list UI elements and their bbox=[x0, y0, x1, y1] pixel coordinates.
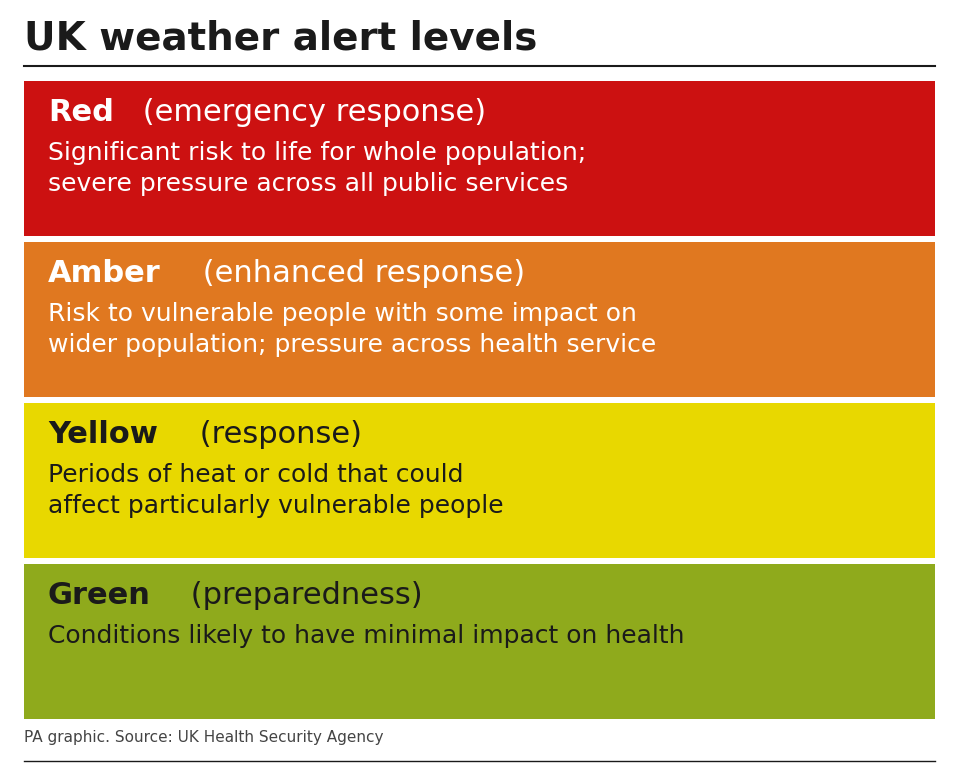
Text: PA graphic. Source: UK Health Security Agency: PA graphic. Source: UK Health Security A… bbox=[24, 730, 384, 745]
Text: Yellow: Yellow bbox=[48, 421, 158, 449]
Text: Red: Red bbox=[48, 98, 114, 128]
FancyBboxPatch shape bbox=[24, 564, 935, 719]
Text: (emergency response): (emergency response) bbox=[133, 98, 486, 128]
FancyBboxPatch shape bbox=[24, 242, 935, 397]
Text: Amber: Amber bbox=[48, 259, 161, 288]
Text: (enhanced response): (enhanced response) bbox=[194, 259, 526, 288]
FancyBboxPatch shape bbox=[24, 81, 935, 236]
Text: Green: Green bbox=[48, 581, 151, 610]
Text: Periods of heat or cold that could
affect particularly vulnerable people: Periods of heat or cold that could affec… bbox=[48, 462, 503, 518]
Text: Conditions likely to have minimal impact on health: Conditions likely to have minimal impact… bbox=[48, 624, 685, 648]
Text: (response): (response) bbox=[190, 421, 362, 449]
Text: (preparedness): (preparedness) bbox=[180, 581, 422, 610]
FancyBboxPatch shape bbox=[24, 404, 935, 558]
Text: Significant risk to life for whole population;
severe pressure across all public: Significant risk to life for whole popul… bbox=[48, 141, 586, 196]
Text: UK weather alert levels: UK weather alert levels bbox=[24, 19, 537, 57]
Text: Risk to vulnerable people with some impact on
wider population; pressure across : Risk to vulnerable people with some impa… bbox=[48, 301, 656, 357]
